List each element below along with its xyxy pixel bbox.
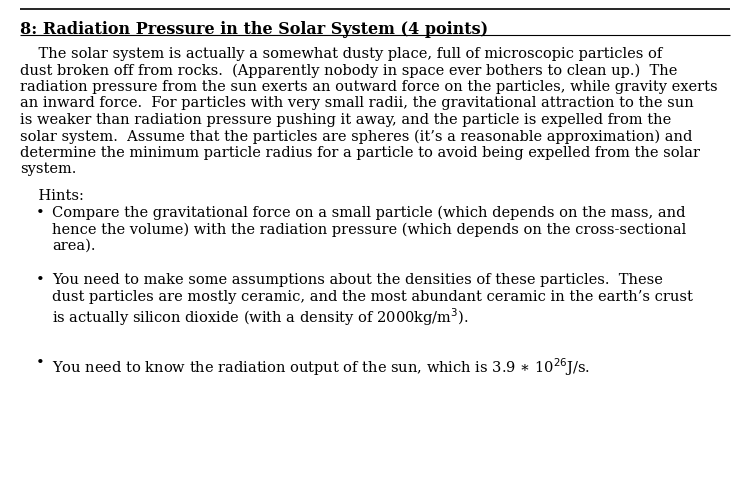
Text: Compare the gravitational force on a small particle (which depends on the mass, : Compare the gravitational force on a sma… (52, 206, 686, 220)
Text: is weaker than radiation pressure pushing it away, and the particle is expelled : is weaker than radiation pressure pushin… (20, 113, 671, 127)
Text: •: • (36, 356, 45, 370)
Text: is actually silicon dioxide (with a density of 2000kg/m$^{3}$).: is actually silicon dioxide (with a dens… (52, 306, 469, 328)
Text: dust broken off from rocks.  (Apparently nobody in space ever bothers to clean u: dust broken off from rocks. (Apparently … (20, 63, 677, 78)
Text: system.: system. (20, 163, 76, 177)
Text: an inward force.  For particles with very small radii, the gravitational attract: an inward force. For particles with very… (20, 97, 694, 111)
Text: solar system.  Assume that the particles are spheres (it’s a reasonable approxim: solar system. Assume that the particles … (20, 129, 692, 144)
Text: determine the minimum particle radius for a particle to avoid being expelled fro: determine the minimum particle radius fo… (20, 146, 700, 160)
Text: You need to make some assumptions about the densities of these particles.  These: You need to make some assumptions about … (52, 273, 663, 287)
Text: 8: Radiation Pressure in the Solar System (4 points): 8: Radiation Pressure in the Solar Syste… (20, 21, 488, 38)
Text: •: • (36, 206, 45, 220)
Text: dust particles are mostly ceramic, and the most abundant ceramic in the earth’s : dust particles are mostly ceramic, and t… (52, 290, 693, 304)
Text: hence the volume) with the radiation pressure (which depends on the cross-sectio: hence the volume) with the radiation pre… (52, 223, 686, 237)
Text: •: • (36, 273, 45, 287)
Text: Hints:: Hints: (20, 189, 84, 203)
Text: radiation pressure from the sun exerts an outward force on the particles, while : radiation pressure from the sun exerts a… (20, 80, 718, 94)
Text: You need to know the radiation output of the sun, which is 3.9 ∗ 10$^{26}$J/s.: You need to know the radiation output of… (52, 356, 590, 377)
Text: area).: area). (52, 239, 95, 253)
Text: The solar system is actually a somewhat dusty place, full of microscopic particl: The solar system is actually a somewhat … (20, 47, 662, 61)
